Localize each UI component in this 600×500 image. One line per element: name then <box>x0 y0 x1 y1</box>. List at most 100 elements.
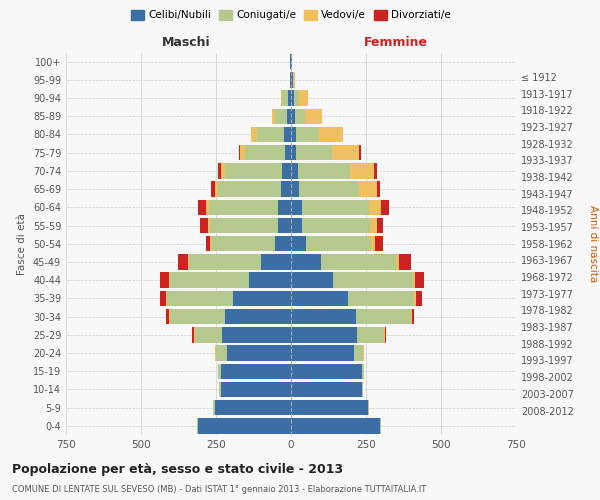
Bar <box>319 126 343 142</box>
Bar <box>189 254 261 270</box>
Bar <box>363 346 364 361</box>
Bar <box>221 364 291 379</box>
Bar <box>412 309 414 324</box>
Bar <box>216 346 227 361</box>
Legend: Celibi/Nubili, Coniugati/e, Vedovi/e, Divorziati/e: Celibi/Nubili, Coniugati/e, Vedovi/e, Di… <box>127 6 455 25</box>
Bar <box>225 309 291 324</box>
Bar <box>377 182 380 197</box>
Bar <box>287 108 291 124</box>
Bar <box>299 90 308 106</box>
Bar <box>170 309 225 324</box>
Bar <box>291 309 355 324</box>
Bar <box>348 290 414 306</box>
Bar <box>218 364 221 379</box>
Bar <box>369 200 381 215</box>
Bar <box>355 309 411 324</box>
Bar <box>205 200 209 215</box>
Bar <box>221 163 225 178</box>
Text: Popolazione per età, sesso e stato civile - 2013: Popolazione per età, sesso e stato civil… <box>12 462 343 475</box>
Bar <box>215 346 216 361</box>
Bar <box>166 309 169 324</box>
Bar <box>370 218 377 234</box>
Bar <box>380 418 381 434</box>
Bar <box>291 382 361 397</box>
Bar <box>291 126 296 142</box>
Text: COMUNE DI LENTATE SUL SEVESO (MB) - Dati ISTAT 1° gennaio 2013 - Elaborazione TU: COMUNE DI LENTATE SUL SEVESO (MB) - Dati… <box>12 485 426 494</box>
Bar <box>291 54 292 70</box>
Bar <box>225 163 282 178</box>
Bar <box>306 236 371 252</box>
Bar <box>357 327 384 342</box>
Bar <box>197 418 198 434</box>
Bar <box>295 108 305 124</box>
Bar <box>291 400 367 415</box>
Bar <box>367 400 369 415</box>
Text: Femmine: Femmine <box>364 36 428 49</box>
Bar <box>399 254 411 270</box>
Bar <box>291 90 294 106</box>
Bar <box>361 382 363 397</box>
Bar <box>333 272 413 288</box>
Bar <box>350 163 374 178</box>
Bar <box>291 163 298 178</box>
Bar <box>170 272 249 288</box>
Bar <box>240 145 245 160</box>
Bar <box>415 290 421 306</box>
Bar <box>160 272 169 288</box>
Bar <box>169 309 170 324</box>
Bar <box>233 290 291 306</box>
Bar <box>359 182 377 197</box>
Bar <box>291 72 293 88</box>
Bar <box>415 272 424 288</box>
Bar <box>218 182 281 197</box>
Bar <box>291 327 357 342</box>
Bar <box>277 218 291 234</box>
Bar <box>275 236 291 252</box>
Bar <box>251 126 257 142</box>
Bar <box>215 400 291 415</box>
Bar <box>321 254 396 270</box>
Bar <box>291 290 348 306</box>
Bar <box>257 126 284 142</box>
Bar <box>215 182 218 197</box>
Text: Maschi: Maschi <box>161 36 211 49</box>
Bar <box>291 182 299 197</box>
Bar <box>167 290 233 306</box>
Bar <box>396 254 399 270</box>
Bar <box>291 218 302 234</box>
Bar <box>249 272 291 288</box>
Bar <box>291 364 361 379</box>
Bar <box>198 200 205 215</box>
Bar <box>291 145 296 160</box>
Bar <box>374 163 377 178</box>
Bar <box>296 126 319 142</box>
Bar <box>371 236 375 252</box>
Bar <box>211 182 215 197</box>
Bar <box>294 90 299 106</box>
Bar <box>288 90 291 106</box>
Bar <box>354 346 363 361</box>
Bar <box>169 272 170 288</box>
Bar <box>213 400 215 415</box>
Bar <box>281 90 282 106</box>
Bar <box>261 254 291 270</box>
Bar <box>166 290 167 306</box>
Bar <box>193 327 195 342</box>
Bar <box>178 254 188 270</box>
Y-axis label: Anni di nascita: Anni di nascita <box>587 205 598 282</box>
Bar <box>302 200 369 215</box>
Bar <box>291 254 321 270</box>
Bar <box>195 327 222 342</box>
Bar <box>222 327 291 342</box>
Bar <box>282 90 288 106</box>
Bar <box>302 218 370 234</box>
Bar <box>375 236 383 252</box>
Bar <box>209 200 277 215</box>
Bar <box>291 108 295 124</box>
Bar <box>413 272 415 288</box>
Bar <box>284 126 291 142</box>
Bar <box>221 382 291 397</box>
Bar <box>296 145 332 160</box>
Bar <box>188 254 189 270</box>
Bar <box>210 236 212 252</box>
